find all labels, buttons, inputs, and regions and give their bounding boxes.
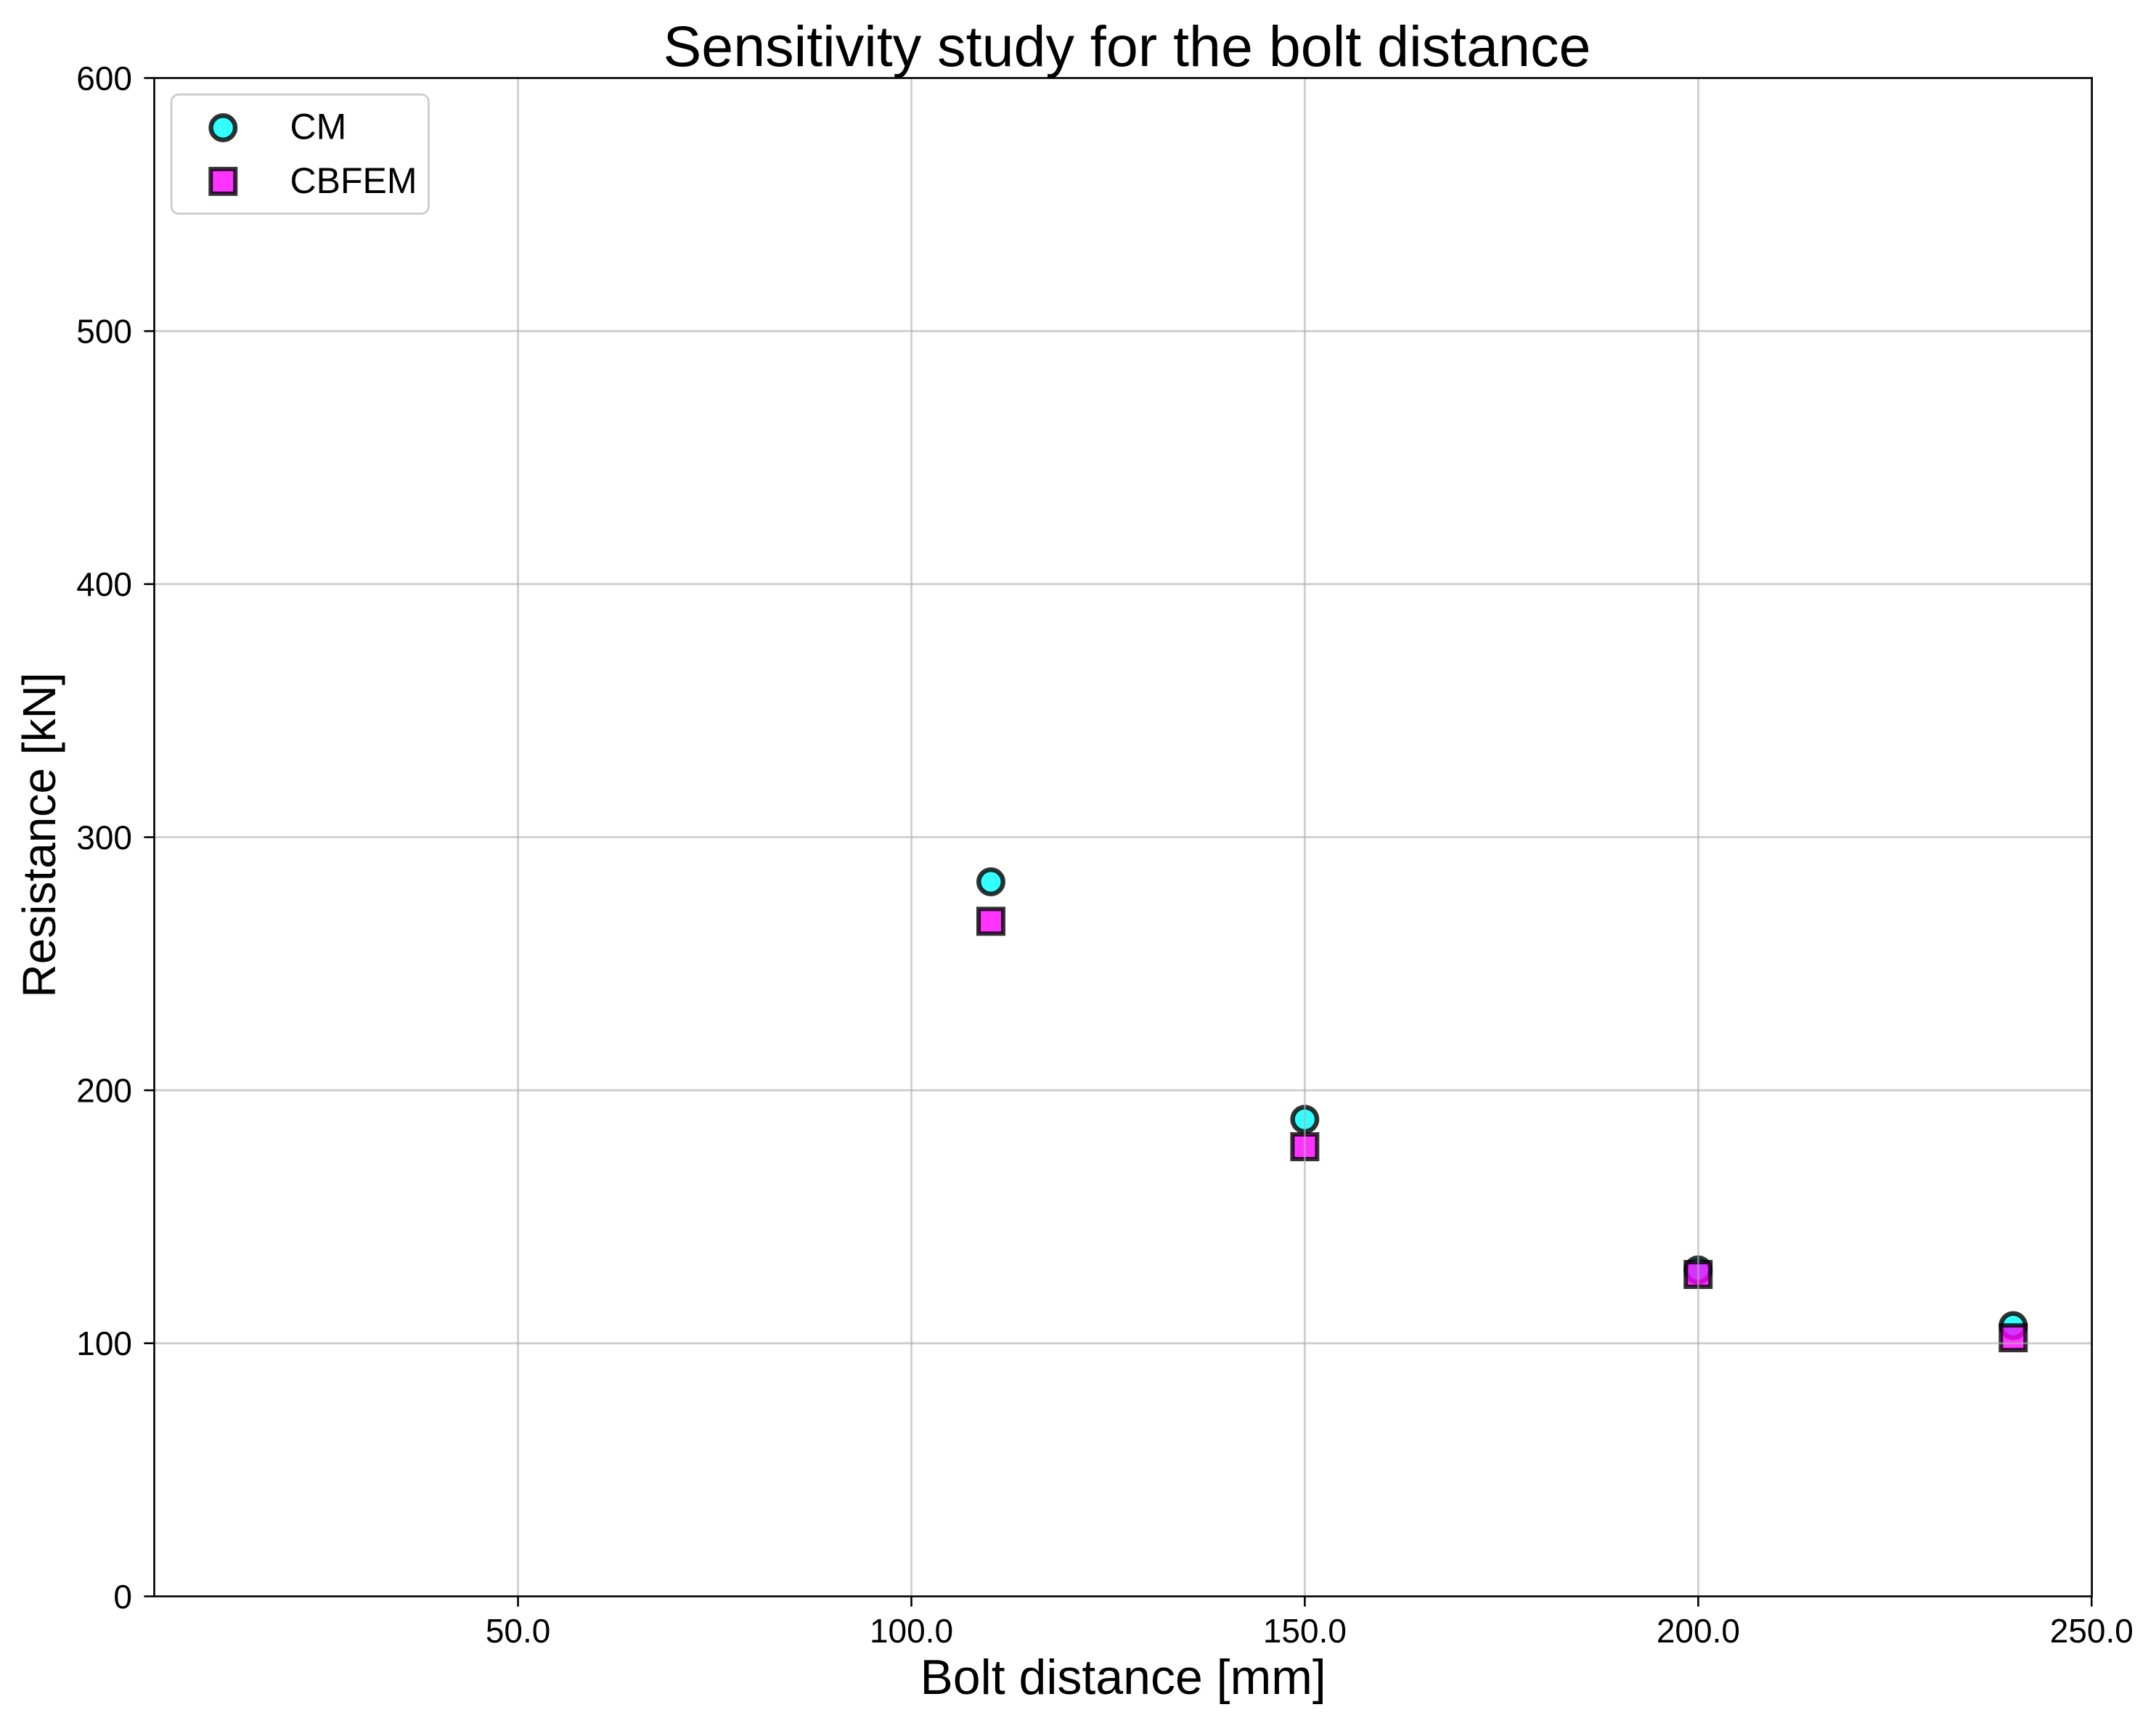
svg-text:100.0: 100.0 [870,1612,953,1650]
svg-text:600: 600 [76,60,132,97]
svg-text:150.0: 150.0 [1263,1612,1347,1650]
svg-text:0: 0 [113,1578,132,1616]
svg-text:200.0: 200.0 [1657,1612,1740,1650]
svg-text:CM: CM [290,106,347,147]
svg-text:Sensitivity study for the bolt: Sensitivity study for the bolt distance [663,14,1591,78]
svg-text:200: 200 [76,1072,132,1110]
svg-text:Bolt distance [mm]: Bolt distance [mm] [920,1650,1326,1705]
svg-text:500: 500 [76,313,132,351]
svg-text:50.0: 50.0 [486,1612,551,1650]
svg-text:300: 300 [76,819,132,856]
svg-text:Resistance [kN]: Resistance [kN] [13,672,65,997]
svg-text:400: 400 [76,565,132,603]
svg-text:250.0: 250.0 [2050,1612,2133,1650]
svg-text:100: 100 [76,1325,132,1362]
svg-text:CBFEM: CBFEM [290,160,417,201]
